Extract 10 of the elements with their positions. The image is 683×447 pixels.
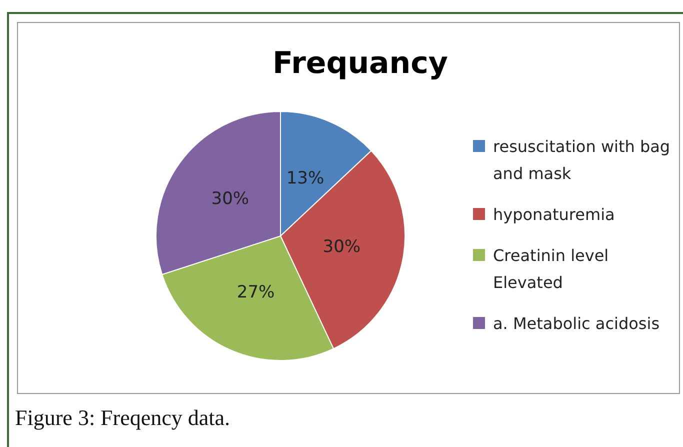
data-label: 30%: [322, 237, 361, 258]
data-label: 13%: [286, 168, 324, 188]
legend-label: a. Metabolic acidosis: [493, 313, 660, 335]
legend-label: hyponaturemia: [493, 204, 615, 226]
data-label: 30%: [211, 188, 250, 209]
caption: Figure 3: Freqency data.: [15, 405, 230, 431]
chart-title: Frequancy: [272, 46, 448, 81]
data-label: 27%: [236, 282, 275, 303]
legend-label: Creatinin level Elevated: [493, 245, 610, 294]
legend-label: resuscitation with bag and mask: [493, 136, 672, 185]
